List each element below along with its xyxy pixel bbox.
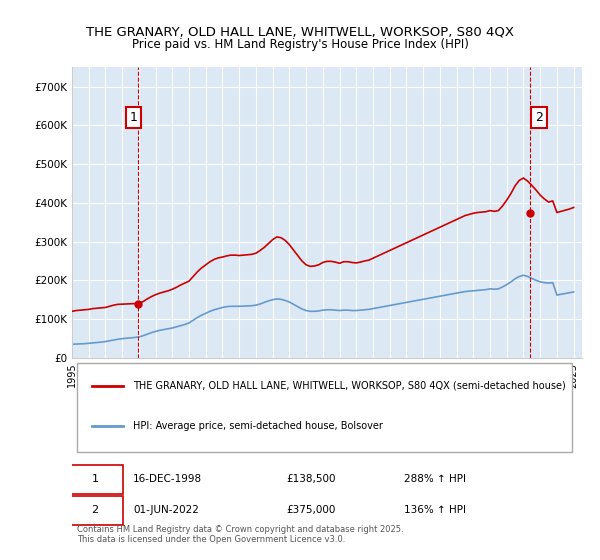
Text: Price paid vs. HM Land Registry's House Price Index (HPI): Price paid vs. HM Land Registry's House … (131, 38, 469, 51)
Text: £375,000: £375,000 (286, 506, 335, 515)
FancyBboxPatch shape (67, 465, 123, 494)
Text: 288% ↑ HPI: 288% ↑ HPI (404, 474, 466, 484)
Text: 16-DEC-1998: 16-DEC-1998 (133, 474, 202, 484)
Text: 136% ↑ HPI: 136% ↑ HPI (404, 506, 466, 515)
Text: 1: 1 (129, 111, 137, 124)
Text: 2: 2 (91, 506, 98, 515)
Text: Contains HM Land Registry data © Crown copyright and database right 2025.
This d: Contains HM Land Registry data © Crown c… (77, 525, 404, 544)
Text: £138,500: £138,500 (286, 474, 336, 484)
Text: HPI: Average price, semi-detached house, Bolsover: HPI: Average price, semi-detached house,… (133, 421, 383, 431)
FancyBboxPatch shape (67, 496, 123, 525)
Text: THE GRANARY, OLD HALL LANE, WHITWELL, WORKSOP, S80 4QX: THE GRANARY, OLD HALL LANE, WHITWELL, WO… (86, 25, 514, 38)
Text: 2: 2 (535, 111, 543, 124)
FancyBboxPatch shape (77, 363, 572, 452)
Text: 01-JUN-2022: 01-JUN-2022 (133, 506, 199, 515)
Text: THE GRANARY, OLD HALL LANE, WHITWELL, WORKSOP, S80 4QX (semi-detached house): THE GRANARY, OLD HALL LANE, WHITWELL, WO… (133, 381, 566, 391)
Text: 1: 1 (91, 474, 98, 484)
